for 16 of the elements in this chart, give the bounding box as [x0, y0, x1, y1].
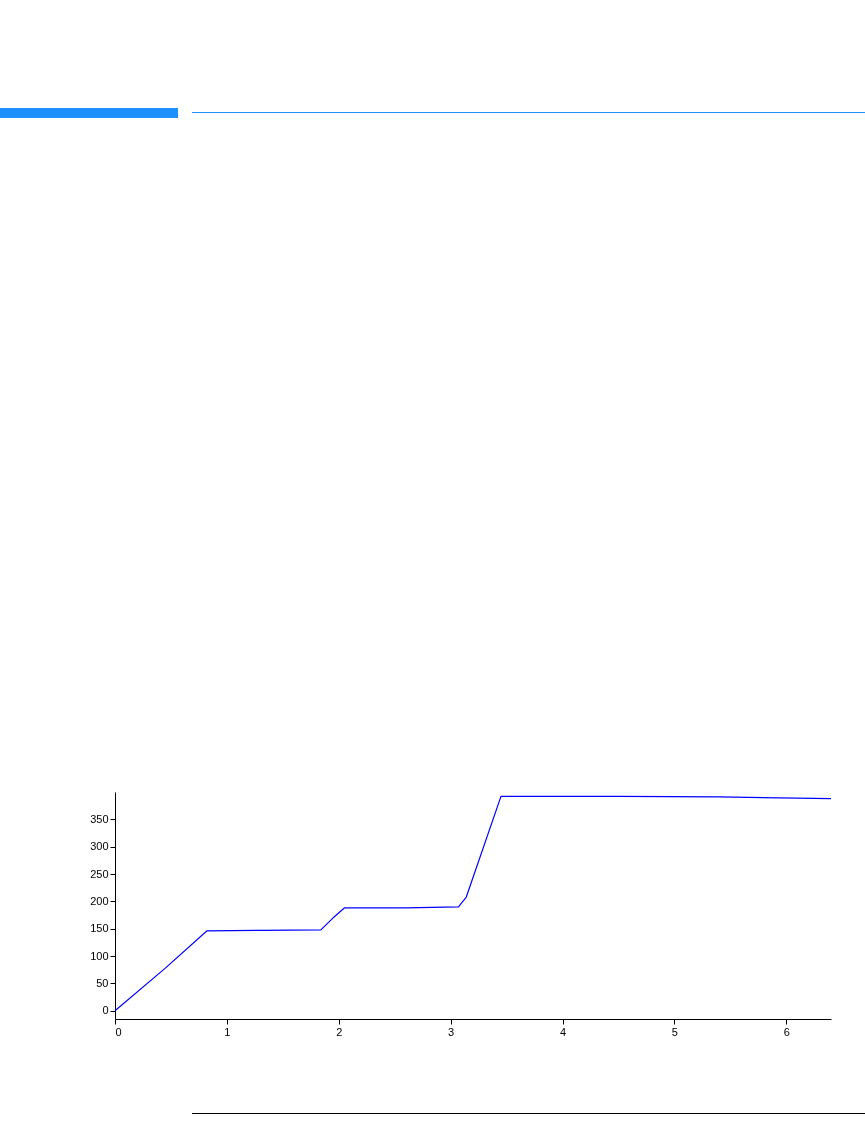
x-tick-label: 6 [783, 1025, 790, 1038]
y-tick-label: 350 [90, 812, 109, 825]
x-tick-label: 1 [224, 1025, 231, 1038]
y-tick-label: 200 [90, 894, 109, 907]
x-tick-label: 5 [671, 1025, 678, 1038]
x-tick-label: 0 [115, 1025, 122, 1038]
y-tick-label: 100 [90, 949, 109, 962]
y-tick-label: 50 [96, 976, 109, 989]
y-tick-label: 300 [90, 840, 109, 853]
x-tick-label: 3 [448, 1025, 455, 1038]
y-tick-label: 0 [102, 1004, 109, 1017]
x-tick-label: 4 [559, 1025, 567, 1038]
y-tick-label: 150 [90, 922, 109, 935]
x-tick-label: 2 [336, 1025, 343, 1038]
y-tick-label: 250 [90, 867, 109, 880]
line-series [114, 795, 832, 1012]
